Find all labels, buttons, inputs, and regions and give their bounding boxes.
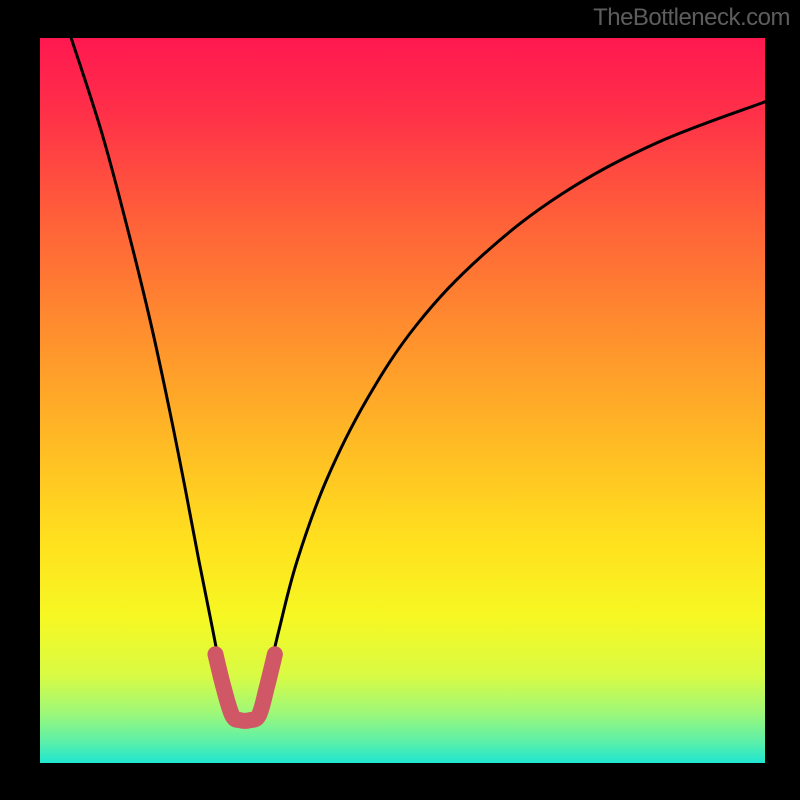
attribution-text: TheBottleneck.com xyxy=(593,4,790,32)
gradient-background xyxy=(40,38,765,763)
chart-container: TheBottleneck.com xyxy=(0,0,800,800)
plot-area xyxy=(40,38,765,763)
chart-svg xyxy=(40,38,765,763)
